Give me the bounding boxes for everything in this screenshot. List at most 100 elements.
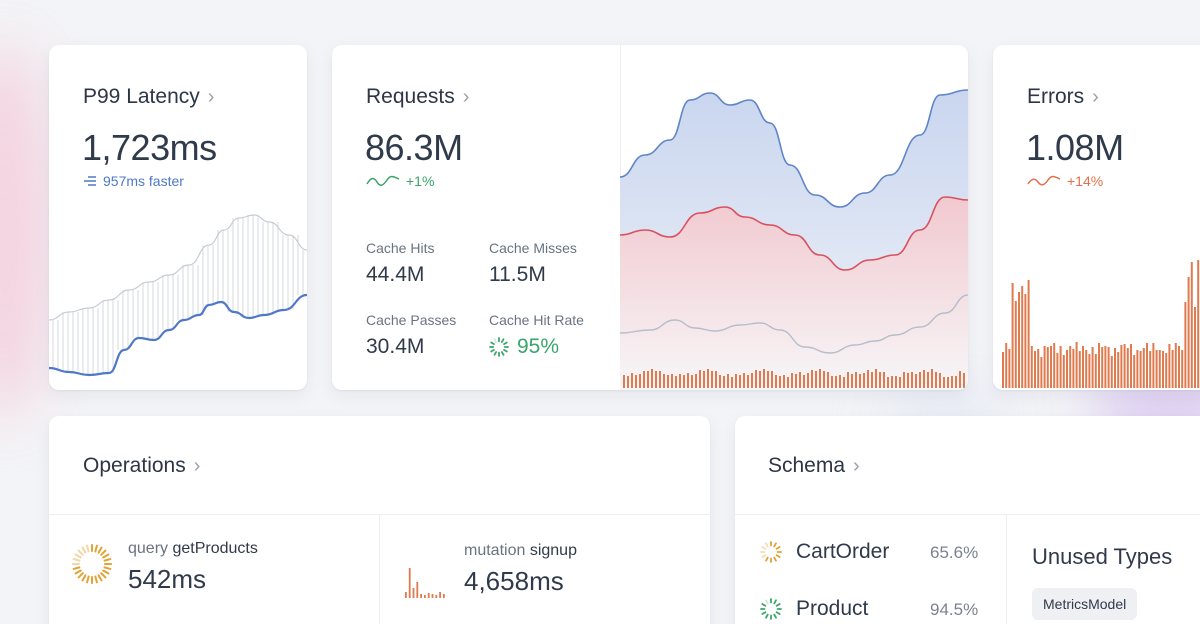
- unused-type-pill[interactable]: MetricsModel: [1032, 588, 1138, 620]
- requests-bar: [955, 376, 957, 388]
- operation-value: 542ms: [128, 564, 207, 594]
- errors-bar: [1046, 347, 1049, 388]
- errors-bar: [1174, 343, 1177, 388]
- errors-bar: [1014, 301, 1017, 388]
- requests-bar: [655, 371, 657, 388]
- errors-bar: [1069, 346, 1072, 388]
- divider: [379, 514, 380, 624]
- requests-bar: [627, 376, 629, 388]
- errors-bar: [1098, 343, 1100, 388]
- requests-bar: [771, 371, 773, 388]
- errors-bar: [1152, 343, 1155, 388]
- ring-tick: [81, 546, 87, 554]
- chevron-right-icon: ›: [1092, 86, 1099, 108]
- cache-hits-value: 44.4M: [366, 263, 425, 286]
- ring-tick: [773, 613, 777, 619]
- requests-bar: [871, 372, 873, 388]
- requests-bar: [835, 376, 837, 388]
- op-bar: [431, 594, 434, 598]
- errors-bar: [1149, 351, 1152, 388]
- errors-bar: [1130, 344, 1132, 388]
- ring-tick: [94, 575, 98, 584]
- errors-delta-label: +14%: [1067, 173, 1104, 189]
- errors-bar: [1126, 348, 1129, 388]
- latency-p99-line: [49, 293, 307, 377]
- ring-tick: [775, 554, 781, 558]
- schema-title[interactable]: Schema ›: [768, 454, 860, 478]
- requests-bar: [827, 372, 829, 388]
- requests-bar: [823, 371, 825, 388]
- ring-tick: [765, 599, 769, 605]
- ring-tick: [490, 348, 495, 353]
- ring-tick: [81, 574, 87, 582]
- op-bar: [427, 593, 430, 598]
- errors-bar: [1117, 352, 1120, 388]
- ring-tick: [503, 341, 508, 345]
- requests-bar: [799, 372, 801, 388]
- requests-bar: [891, 376, 893, 388]
- chevron-right-icon: ›: [193, 455, 201, 477]
- latency-title[interactable]: P99 Latency ›: [83, 85, 214, 109]
- requests-bar: [879, 372, 881, 388]
- schema-card[interactable]: Schema › CartOrder 65.6% Product 94.5% U…: [735, 416, 1200, 624]
- requests-bar: [671, 374, 673, 388]
- ring-tick: [97, 546, 103, 554]
- requests-value: 86.3M: [365, 127, 463, 168]
- requests-bar: [747, 375, 749, 388]
- errors-bar: [1008, 349, 1011, 388]
- ring-tick: [103, 558, 112, 562]
- ring-tick: [493, 351, 497, 356]
- operations-title[interactable]: Operations ›: [83, 454, 200, 478]
- schema-title-label: Schema: [768, 454, 846, 477]
- ring-tick: [775, 546, 781, 550]
- errors-bar: [1027, 280, 1030, 388]
- requests-bar: [915, 374, 917, 388]
- ring-tick: [86, 575, 90, 584]
- errors-bar: [1184, 302, 1187, 388]
- requests-card[interactable]: Requests › 86.3M +1% Cache Hits 44.4M Ca…: [332, 45, 968, 390]
- ring-tick: [765, 556, 769, 562]
- requests-bar: [883, 372, 885, 388]
- errors-card[interactable]: Errors › 1.08M +14%: [993, 45, 1200, 390]
- requests-bar: [887, 377, 889, 388]
- requests-area-fill: [620, 197, 968, 390]
- requests-bar: [787, 377, 789, 388]
- errors-bar: [1024, 294, 1027, 388]
- ring-tick: [74, 553, 82, 559]
- errors-bar: [1050, 346, 1052, 388]
- schema-type-pct: 65.6%: [930, 543, 979, 562]
- errors-bar: [1190, 262, 1193, 388]
- cache-passes-label: Cache Passes: [366, 312, 457, 328]
- requests-bar: [663, 374, 665, 388]
- requests-bar: [963, 373, 965, 388]
- requests-title[interactable]: Requests ›: [366, 85, 469, 109]
- requests-bar: [839, 375, 841, 388]
- ring-tick: [761, 603, 767, 607]
- errors-bar: [1168, 344, 1171, 388]
- op-bar: [443, 594, 445, 598]
- latency-title-label: P99 Latency: [83, 85, 200, 108]
- errors-bar: [1030, 346, 1033, 388]
- requests-bar: [667, 375, 669, 388]
- ring-tick: [761, 554, 767, 558]
- requests-bar: [831, 376, 833, 388]
- requests-bar: [751, 373, 753, 388]
- ring-tick: [77, 549, 84, 556]
- requests-bar: [911, 372, 913, 388]
- requests-bar: [767, 371, 769, 388]
- errors-title[interactable]: Errors ›: [1027, 85, 1099, 109]
- operations-card[interactable]: Operations › query getProducts 542ms mut…: [49, 416, 710, 624]
- requests-bar: [951, 376, 953, 388]
- latency-card[interactable]: P99 Latency › 1,723ms 957ms faster: [49, 45, 307, 390]
- chevron-right-icon: ›: [462, 86, 470, 108]
- requests-bar: [775, 375, 777, 388]
- requests-bar: [795, 374, 797, 388]
- ring-tick: [74, 569, 82, 575]
- errors-bar: [1078, 351, 1081, 388]
- divider: [735, 514, 1200, 515]
- operation-label: query getProducts: [128, 540, 258, 558]
- errors-bar: [1056, 353, 1059, 388]
- requests-cache-passes-line: [620, 294, 968, 354]
- errors-bar: [1075, 342, 1078, 388]
- requests-bar: [691, 375, 693, 388]
